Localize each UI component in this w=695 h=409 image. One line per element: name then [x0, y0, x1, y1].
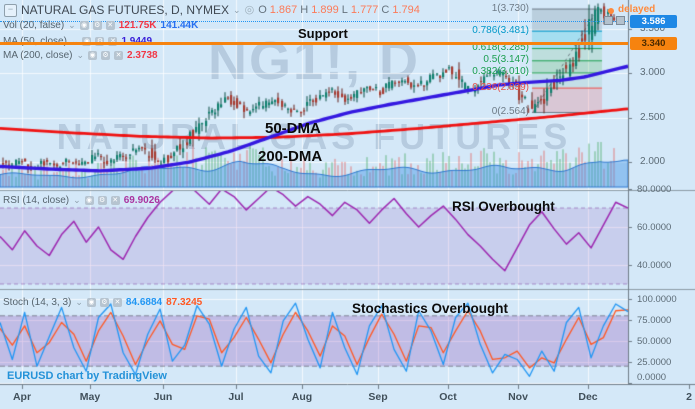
rsi-overbought-annotation: RSI Overbought [452, 199, 555, 214]
visibility-icon[interactable]: ◉ [88, 51, 98, 60]
high-label: H [300, 4, 309, 16]
fib-anchor-handle[interactable] [616, 16, 625, 25]
time-axis-label: Jul [228, 391, 244, 403]
time-axis-label: Nov [508, 391, 528, 403]
stoch-axis-label: 25.0000 [637, 357, 672, 368]
rsi-axis-label: 60.0000 [637, 222, 672, 233]
chevron-down-icon[interactable]: ⌄ [75, 297, 83, 307]
time-axis-label: Aug [291, 391, 313, 403]
settings-icon[interactable]: ⚙ [99, 298, 109, 307]
volume-ma-value: 141.44K [160, 20, 199, 31]
visibility-icon[interactable]: ◉ [82, 37, 92, 46]
fib-level-label: 0.382(3.010) [472, 66, 529, 78]
ma200-value: 2.3738 [127, 50, 158, 61]
symbol-title[interactable]: NATURAL GAS FUTURES, D, NYMEX [21, 3, 230, 17]
rsi-legend: RSI (14, close) ⌄ ◉ ⚙ ✕ 69.9026 [3, 195, 160, 206]
time-axis-label: May [79, 391, 101, 403]
visibility-icon[interactable]: ◉ [84, 196, 94, 205]
fib-level-label: 0(2.564) [491, 105, 529, 117]
last-price-badge: 3.586 [630, 15, 677, 28]
ohlc-values: O 1.867 H 1.899 L 1.777 C 1.794 [258, 4, 420, 16]
stoch-legend: Stoch (14, 3, 3) ⌄ ◉ ⚙ ✕ 84.6884 87.3245 [3, 297, 202, 308]
delayed-dot-icon [608, 8, 614, 14]
time-axis-label: Dec [578, 391, 598, 403]
fib-level-label: 0.5(3.147) [483, 54, 529, 66]
settings-icon[interactable]: ⚙ [95, 37, 105, 46]
symbol-header: − NATURAL GAS FUTURES, D, NYMEX ⌄ ◎ O 1.8… [4, 3, 420, 17]
time-axis-label: Jun [153, 391, 173, 403]
settings-icon[interactable]: ⚙ [97, 196, 107, 205]
ma200-legend: MA (200, close) ⌄ ◉ ⚙ ✕ 2.3738 [3, 50, 158, 61]
close-value: 1.794 [392, 4, 420, 16]
fib-level-label: 0.786(3.481) [472, 24, 529, 36]
stoch-label[interactable]: Stoch (14, 3, 3) [3, 297, 72, 308]
open-value: 1.867 [269, 4, 298, 16]
stoch-d-value: 87.3245 [166, 297, 203, 308]
tradingview-attribution-link[interactable]: EURUSD chart by TradingView [7, 370, 167, 382]
chevron-down-icon[interactable]: ⌄ [76, 50, 85, 60]
chevron-down-icon[interactable]: ⌄ [70, 36, 79, 46]
close-icon[interactable]: ✕ [114, 51, 124, 60]
delayed-badge: delayed [618, 4, 656, 15]
time-axis-label: Oct [439, 391, 457, 403]
ma200-label[interactable]: MA (200, close) [3, 50, 73, 61]
price-axis-label: 2.000 [640, 156, 666, 167]
price-axis-label: 3.000 [640, 67, 666, 79]
close-label: C [381, 4, 390, 16]
low-label: L [341, 4, 348, 16]
fib-level-label: 1(3.730) [491, 2, 529, 14]
price-axis-label: 2.500 [640, 111, 666, 123]
volume-label[interactable]: Vol (20, false) [3, 20, 65, 31]
support-price-badge: 3.340 [630, 37, 677, 50]
rsi-label[interactable]: RSI (14, close) [3, 195, 70, 206]
stoch-overbought-annotation: Stochastics Overbought [352, 301, 509, 316]
stoch-axis-label: 50.0000 [637, 336, 672, 347]
fib-anchor-handle[interactable] [604, 16, 613, 25]
rsi-axis-label: 40.0000 [637, 260, 672, 271]
ma50-value: 1.9449 [121, 36, 152, 47]
stoch-axis-label: 100.0000 [637, 294, 677, 305]
stoch-axis-label: 0.0000 [637, 372, 667, 383]
time-axis-label: Apr [12, 391, 32, 403]
time-axis-label: 2 [686, 391, 692, 403]
visibility-icon[interactable]: ◉ [86, 298, 96, 307]
fib-level-label: 0.236(2.839) [472, 81, 529, 93]
volume-value: 121.75K [118, 20, 157, 31]
ma50-label[interactable]: MA (50, close) [3, 36, 67, 47]
settings-icon[interactable]: ⚙ [101, 51, 111, 60]
close-icon[interactable]: ✕ [110, 196, 120, 205]
stoch-axis-label: 75.0000 [637, 315, 672, 326]
settings-icon[interactable]: ⚙ [92, 21, 102, 30]
support-line[interactable] [0, 42, 628, 45]
chevron-down-icon[interactable]: ⌄ [73, 195, 81, 205]
fib-level-label: 0.618(3.285) [472, 42, 529, 54]
visibility-icon[interactable]: ◉ [79, 21, 89, 30]
visibility-icon[interactable]: ◎ [244, 3, 255, 16]
stoch-k-value: 84.6884 [125, 297, 163, 308]
dma50-annotation: 50-DMA [265, 120, 321, 137]
close-icon[interactable]: ✕ [108, 37, 118, 46]
ma50-legend: MA (50, close) ⌄ ◉ ⚙ ✕ 1.9449 [3, 36, 152, 47]
open-label: O [258, 4, 267, 16]
collapse-pane-icon[interactable]: − [4, 3, 17, 17]
rsi-axis-label: 80.0000 [637, 184, 672, 195]
volume-legend: Vol (20, false) ⌄ ◉ ⚙ ✕ 121.75K 141.44K [3, 20, 198, 31]
high-value: 1.899 [311, 4, 339, 16]
time-axis-label: Sep [368, 391, 388, 403]
chevron-down-icon[interactable]: ⌄ [68, 20, 76, 30]
close-icon[interactable]: ✕ [105, 21, 115, 30]
support-annotation: Support [298, 26, 348, 41]
last-price-line [0, 21, 628, 22]
price-axis-label: 3.500 [640, 23, 666, 34]
close-icon[interactable]: ✕ [112, 298, 122, 307]
low-value: 1.777 [350, 4, 379, 16]
chevron-down-icon[interactable]: ⌄ [233, 4, 241, 15]
dma200-annotation: 200-DMA [258, 148, 323, 165]
rsi-value: 69.9026 [123, 195, 160, 206]
